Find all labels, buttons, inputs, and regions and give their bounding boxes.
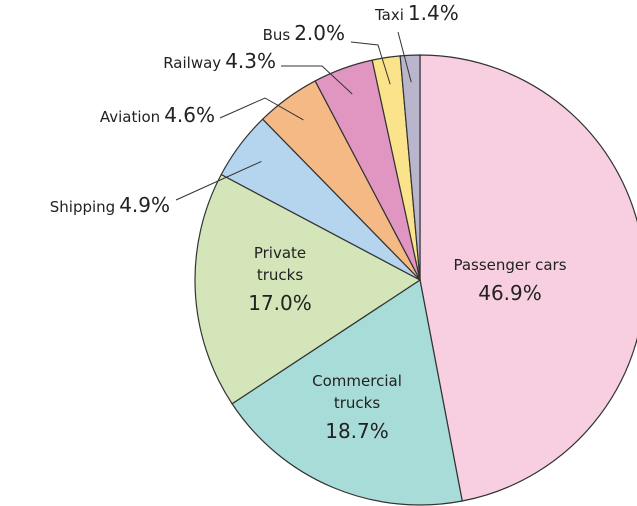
- slice-label: Private trucks 17.0%: [248, 244, 312, 315]
- pie-slice: [194, 173, 422, 405]
- slice-name: Aviation: [100, 108, 160, 126]
- slice-name: trucks: [257, 266, 303, 284]
- slice-value: 4.3%: [225, 49, 276, 73]
- slice-value: 46.9%: [478, 281, 542, 305]
- leader-line: [397, 31, 412, 83]
- slice-value: 4.6%: [164, 103, 215, 127]
- pie-slice: [419, 54, 637, 502]
- slice-name: trucks: [334, 394, 380, 412]
- slice-value: 1.4%: [408, 1, 459, 25]
- slice-value: 18.7%: [325, 419, 389, 443]
- slice-label: Bus 2.0%: [263, 21, 345, 45]
- slice-name: Private: [254, 244, 306, 262]
- leader-line: [350, 41, 391, 85]
- pie-slice: [231, 279, 463, 506]
- leader-line: [175, 160, 262, 201]
- slice-label: Passenger cars 46.9%: [453, 256, 566, 305]
- slice-label: Railway 4.3%: [163, 49, 276, 73]
- slice-name: Shipping: [50, 198, 115, 216]
- slice-name: Bus: [263, 26, 291, 44]
- slice-name: Railway: [163, 54, 221, 72]
- leader-line: [219, 97, 304, 121]
- slice-value: 4.9%: [119, 193, 170, 217]
- slice-name: Passenger cars: [453, 256, 566, 274]
- leader-line: [281, 65, 353, 95]
- slice-value: 17.0%: [248, 291, 312, 315]
- slice-name: Taxi: [374, 6, 404, 24]
- slice-value: 2.0%: [294, 21, 345, 45]
- slice-label: Shipping 4.9%: [50, 193, 170, 217]
- slice-label: Taxi 1.4%: [374, 1, 459, 25]
- pie-slice: [399, 54, 421, 281]
- slice-label: Commercial trucks 18.7%: [312, 372, 402, 443]
- slice-name: Commercial: [312, 372, 402, 390]
- slice-label: Aviation 4.6%: [100, 103, 215, 127]
